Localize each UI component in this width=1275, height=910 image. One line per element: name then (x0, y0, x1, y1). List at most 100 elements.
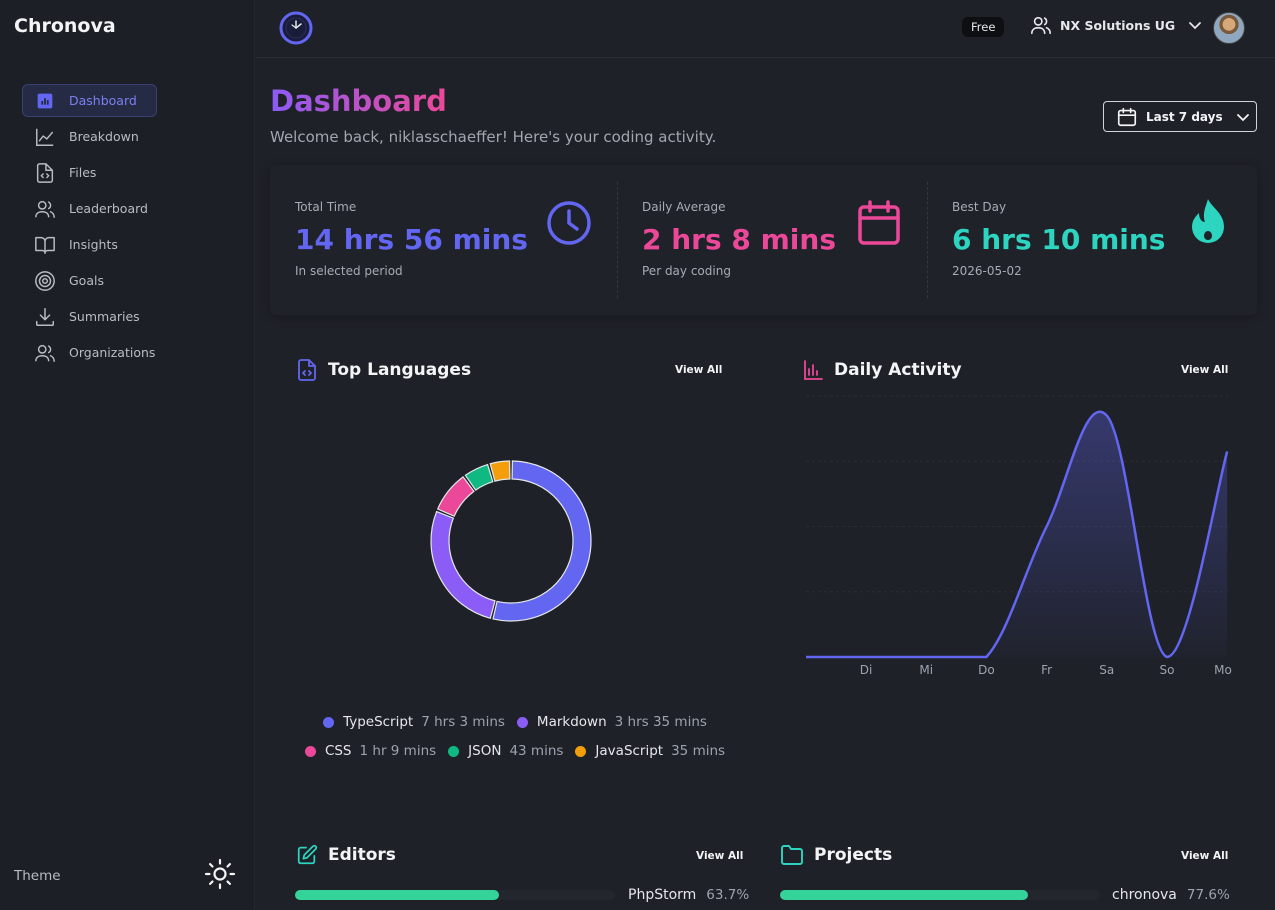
plan-badge: Free (962, 17, 1005, 37)
page-subtitle: Welcome back, niklasschaeffer! Here's yo… (270, 128, 717, 146)
editor-percent: 63.7% (706, 887, 750, 903)
project-row: chronova 77.6% (780, 887, 1230, 903)
flame-icon (1186, 197, 1230, 251)
sidebar-item-breakdown[interactable]: Breakdown (22, 120, 232, 153)
sidebar: Chronova Dashboard Breakdown Files Leaderbo… (0, 0, 255, 910)
projects-view-all-link[interactable]: View All (1181, 850, 1229, 862)
bar-chart-icon (804, 360, 823, 380)
app-brand[interactable]: Chronova (14, 15, 116, 37)
daily-activity-chart: Di Mi Do Fr Sa So Mo (805, 395, 1232, 677)
legend-item: CSS 1 hr 9 mins (304, 743, 437, 759)
legend-item: JavaScript 35 mins (575, 743, 725, 759)
book-open-icon (33, 233, 57, 257)
users-icon (33, 197, 57, 221)
donut-slice-typescript[interactable] (492, 460, 592, 622)
stat-daily-average: Daily Average 2 hrs 8 mins Per day codin… (642, 182, 902, 298)
folder-icon (781, 845, 803, 865)
stat-note: Per day coding (642, 264, 731, 278)
project-name: chronova (1112, 887, 1177, 903)
clock-icon (545, 199, 593, 251)
stat-value: 2 hrs 8 mins (642, 223, 836, 256)
editors-view-all-link[interactable]: View All (696, 850, 744, 862)
legend-value: 35 mins (671, 743, 726, 759)
sidebar-item-insights[interactable]: Insights (22, 228, 232, 261)
languages-view-all-link[interactable]: View All (675, 364, 723, 376)
project-bar-fill (780, 890, 1029, 900)
stat-label: Total Time (295, 200, 357, 214)
editor-bar-fill (295, 890, 499, 900)
donut-slice-markdown[interactable] (430, 510, 496, 620)
legend-value: 7 hrs 3 mins (421, 714, 505, 730)
sidebar-item-goals[interactable]: Goals (22, 264, 232, 297)
target-icon (33, 269, 57, 293)
avatar[interactable] (1213, 12, 1245, 44)
activity-view-all-link[interactable]: View All (1181, 364, 1229, 376)
legend-row: TypeScript 7 hrs 3 mins Markdown 3 hrs 35 m… (290, 714, 740, 730)
clock-logo-icon[interactable] (278, 10, 314, 50)
sidebar-item-organizations[interactable]: Organizations (22, 336, 232, 369)
stat-total-time: Total Time 14 hrs 56 mins In selected pe… (295, 182, 605, 298)
theme-row: Theme (14, 858, 236, 894)
sidebar-nav: Dashboard Breakdown Files Leaderboard Insigh… (22, 84, 232, 372)
sidebar-item-label: Files (69, 165, 97, 180)
activity-area (806, 411, 1228, 657)
download-icon (33, 305, 57, 329)
legend-name: CSS (324, 743, 352, 759)
legend-name: JSON (468, 743, 502, 759)
users-icon (1031, 16, 1051, 35)
x-tick-label: So (1160, 663, 1175, 677)
legend-name: Markdown (536, 714, 607, 730)
daily-activity-title: Daily Activity (802, 358, 962, 382)
legend-name: JavaScript (595, 743, 664, 759)
editor-row: PhpStorm 63.7% (295, 887, 749, 903)
edit-icon (297, 844, 318, 865)
sidebar-item-dashboard[interactable]: Dashboard (22, 84, 157, 117)
languages-donut-chart (430, 460, 592, 622)
legend-dot (575, 745, 587, 757)
legend-dot (323, 716, 335, 728)
legend-dot (516, 716, 528, 728)
stats-panel: Total Time 14 hrs 56 mins In selected pe… (270, 165, 1257, 315)
stat-label: Daily Average (642, 200, 726, 214)
activity-line (805, 410, 1229, 659)
chevron-down-icon (1189, 22, 1202, 30)
file-code-icon (33, 161, 57, 185)
projects-title: Projects (780, 844, 892, 866)
sidebar-item-summaries[interactable]: Summaries (22, 300, 232, 333)
stat-best-day: Best Day 6 hrs 10 mins 2026-05-02 (952, 182, 1252, 298)
project-percent: 77.6% (1186, 887, 1230, 903)
org-name: NX Solutions UG (1060, 17, 1176, 33)
topbar: Free NX Solutions UG (256, 0, 1275, 58)
section-title-text: Projects (814, 845, 893, 865)
stat-label: Best Day (952, 200, 1007, 214)
legend-name: TypeScript (343, 714, 414, 730)
chevron-down-icon (1236, 113, 1249, 121)
dashboard-icon (33, 89, 57, 113)
line-chart-icon (33, 125, 57, 149)
legend-item: JSON 43 mins (448, 743, 563, 759)
date-range-label: Last 7 days (1146, 109, 1223, 124)
x-tick-label: Mi (919, 663, 933, 677)
sidebar-item-leaderboard[interactable]: Leaderboard (22, 192, 232, 225)
org-switcher[interactable]: NX Solutions UG (1030, 14, 1211, 36)
users-icon (33, 341, 57, 365)
sidebar-item-files[interactable]: Files (22, 156, 232, 189)
top-languages-title: Top Languages (296, 358, 471, 382)
date-range-dropdown[interactable]: Last 7 days (1103, 101, 1257, 132)
sidebar-item-label: Leaderboard (69, 201, 148, 216)
legend-dot (304, 745, 316, 757)
languages-legend: TypeScript 7 hrs 3 mins Markdown 3 hrs 35 m… (290, 714, 740, 772)
legend-row: CSS 1 hr 9 mins JSON 43 mins JavaScript 35 mi… (290, 743, 740, 759)
donut-slice-css[interactable] (436, 476, 475, 517)
x-tick-label: Fr (1041, 663, 1052, 677)
legend-item: TypeScript 7 hrs 3 mins (323, 714, 505, 730)
donut-slice-javascript[interactable] (489, 460, 511, 482)
sidebar-item-label: Organizations (69, 345, 156, 360)
donut-slice-json[interactable] (464, 463, 494, 491)
sun-icon[interactable] (204, 858, 236, 894)
stat-value: 6 hrs 10 mins (952, 223, 1166, 256)
editor-name: PhpStorm (628, 887, 697, 903)
legend-value: 1 hr 9 mins (359, 743, 437, 759)
sidebar-item-label: Insights (69, 237, 118, 252)
section-title-text: Daily Activity (834, 360, 962, 380)
